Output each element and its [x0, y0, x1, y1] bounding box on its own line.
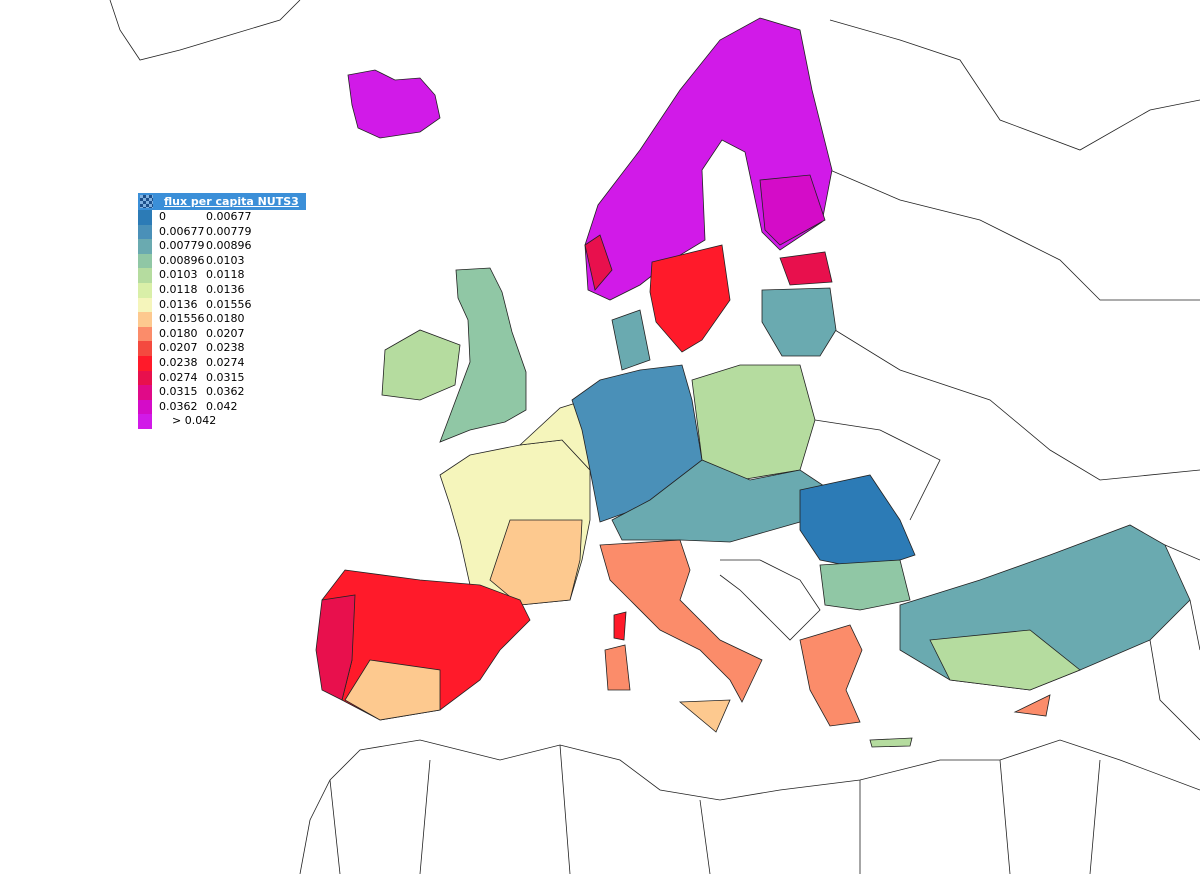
region	[347, 69, 441, 139]
legend-from: 0.00896	[159, 253, 205, 267]
region	[649, 244, 731, 353]
region	[584, 234, 613, 291]
coastline	[109, 0, 301, 61]
legend-from: 0.0103	[159, 268, 198, 282]
border	[719, 559, 821, 641]
legend-title-text: flux per capita NUTS3	[164, 195, 299, 208]
region	[869, 737, 913, 748]
legend-title[interactable]: flux per capita NUTS3	[138, 193, 306, 210]
legend-swatch	[138, 355, 152, 371]
region	[678, 699, 731, 733]
legend-from: 0.0238	[159, 355, 198, 369]
legend-to: 0.0136	[206, 282, 245, 296]
legend-from: 0.0180	[159, 326, 198, 340]
legend-swatch	[138, 399, 152, 415]
legend-row: 0.0207 0.0238	[138, 341, 306, 356]
legend-swatch	[138, 385, 152, 400]
legend-to: 0.042	[206, 399, 238, 413]
region	[799, 474, 916, 571]
legend-to: 0.0274	[206, 355, 245, 369]
region	[761, 287, 837, 357]
legend-to: 0.0118	[206, 268, 245, 282]
legend-row: 0.0274 0.0315	[138, 370, 306, 386]
legend-swatch	[138, 312, 152, 327]
legend-row: 0.0362 0.042	[138, 399, 306, 415]
region	[604, 644, 631, 691]
region	[691, 364, 816, 481]
region	[439, 267, 527, 443]
region	[1013, 694, 1051, 717]
legend-from: 0.0136	[159, 297, 198, 311]
legend-swatch	[138, 224, 152, 240]
legend-to: 0.0207	[206, 326, 245, 340]
legend-from: 0.0362	[159, 399, 198, 413]
legend-row: 0.0180 0.0207	[138, 326, 306, 342]
region	[779, 251, 833, 286]
region	[611, 309, 651, 371]
legend-from: 0.0207	[159, 341, 198, 355]
region	[929, 629, 1081, 691]
region	[759, 174, 826, 246]
legend-label: > 0.042	[172, 414, 217, 428]
region	[599, 539, 763, 703]
legend-to: 0.0238	[206, 341, 245, 355]
legend-from: 0	[159, 210, 166, 223]
legend-row: 0.0103 0.0118	[138, 268, 306, 283]
legend-to: 0.00896	[206, 239, 252, 253]
legend-swatch	[138, 253, 152, 269]
legend-row: 0.00896 0.0103	[138, 253, 306, 269]
legend-swatch	[138, 239, 152, 254]
legend-swatch	[138, 326, 152, 342]
legend-swatch	[138, 268, 152, 283]
border	[329, 744, 1101, 874]
legend-from: 0.01556	[159, 312, 205, 326]
legend-row: 0.0136 0.01556	[138, 297, 306, 313]
legend-from: 0.0118	[159, 282, 198, 296]
region	[489, 519, 583, 606]
legend-to: 0.00677	[206, 210, 252, 223]
legend-to: 0.0180	[206, 312, 245, 326]
region	[315, 594, 356, 701]
legend-row: 0.01556 0.0180	[138, 312, 306, 327]
legend-from: 0.00677	[159, 224, 205, 238]
legend-row: 0.00677 0.00779	[138, 224, 306, 240]
coastline	[829, 19, 1200, 301]
legend-row: > 0.042	[138, 414, 306, 429]
legend-swatch	[138, 282, 152, 298]
region	[613, 611, 627, 641]
legend-row: 0.0315 0.0362	[138, 385, 306, 400]
legend-from: 0.00779	[159, 239, 205, 253]
legend: flux per capita NUTS3 0 0.00677 0.00677 0.0…	[138, 193, 306, 429]
legend-to: 0.0103	[206, 253, 245, 267]
legend-from: 0.0274	[159, 370, 198, 384]
border	[814, 329, 1200, 741]
legend-row: 0.0238 0.0274	[138, 355, 306, 371]
legend-swatch	[138, 210, 152, 225]
region	[344, 659, 441, 721]
legend-to: 0.01556	[206, 297, 252, 311]
coastline	[299, 739, 1200, 874]
legend-row: 0.0118 0.0136	[138, 282, 306, 298]
legend-swatch	[138, 414, 152, 429]
region	[819, 559, 911, 611]
legend-swatch	[138, 297, 152, 313]
legend-row: 0 0.00677	[138, 210, 306, 225]
legend-row: 0.00779 0.00896	[138, 239, 306, 254]
legend-from: 0.0315	[159, 385, 198, 399]
legend-to: 0.0315	[206, 370, 245, 384]
region	[381, 329, 461, 401]
legend-swatch	[138, 341, 152, 356]
legend-to: 0.00779	[206, 224, 252, 238]
region	[799, 624, 863, 727]
legend-swatch	[138, 370, 152, 386]
legend-to: 0.0362	[206, 385, 245, 399]
